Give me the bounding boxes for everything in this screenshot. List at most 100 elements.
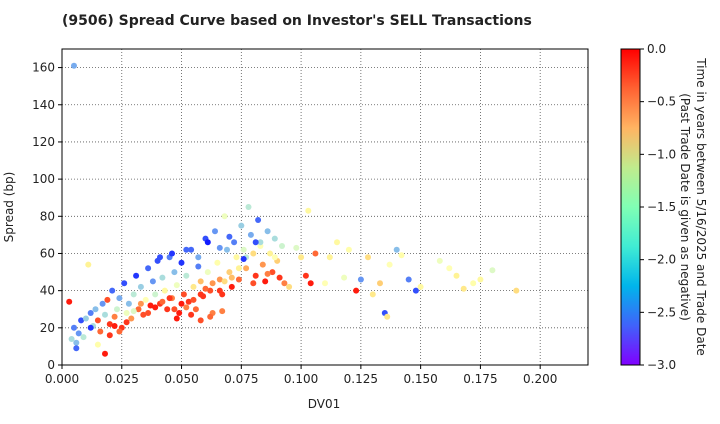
data-point bbox=[460, 285, 467, 292]
plot-area-frame bbox=[61, 48, 589, 366]
data-point bbox=[123, 310, 130, 316]
data-point bbox=[71, 62, 77, 69]
data-point bbox=[106, 332, 113, 339]
data-point bbox=[188, 246, 195, 253]
data-point bbox=[255, 217, 262, 223]
data-point bbox=[238, 222, 245, 229]
x-axis-label: DV01 bbox=[308, 397, 341, 411]
data-point bbox=[66, 298, 73, 305]
data-point bbox=[75, 330, 82, 337]
data-point bbox=[207, 287, 214, 294]
data-point bbox=[250, 250, 257, 257]
chart-title: (9506) Spread Curve based on Investor's … bbox=[62, 13, 532, 29]
y-tick-label: 60 bbox=[40, 246, 55, 260]
data-point bbox=[233, 254, 240, 261]
data-point bbox=[133, 272, 140, 279]
data-point bbox=[365, 254, 371, 261]
y-axis-ticks: 0 20 40 60 80 100 120 140 160 bbox=[32, 61, 62, 372]
x-tick-label: 0.200 bbox=[523, 372, 557, 386]
data-point bbox=[197, 291, 204, 298]
data-point bbox=[171, 269, 178, 276]
data-point bbox=[405, 276, 412, 283]
data-point bbox=[145, 265, 152, 272]
data-point bbox=[417, 283, 424, 290]
data-point bbox=[326, 254, 333, 261]
data-point bbox=[393, 246, 400, 253]
data-point bbox=[247, 231, 254, 238]
x-tick-label: 0.100 bbox=[284, 372, 318, 386]
data-point bbox=[228, 274, 235, 281]
colorbar-ticks: 0.0 −0.5 −1.0 −1.5 −2.0 −2.5 −3.0 bbox=[640, 42, 676, 372]
data-point bbox=[183, 272, 190, 279]
data-point bbox=[130, 308, 137, 315]
data-point bbox=[149, 278, 156, 285]
data-point bbox=[82, 315, 89, 322]
data-points bbox=[66, 62, 520, 357]
data-point bbox=[312, 250, 319, 257]
colorbar-tick-label: 0.0 bbox=[647, 42, 666, 56]
data-point bbox=[204, 269, 211, 276]
data-point bbox=[94, 317, 101, 324]
data-point bbox=[178, 259, 185, 266]
data-point bbox=[125, 300, 132, 307]
data-point bbox=[221, 278, 228, 285]
data-point bbox=[384, 313, 391, 320]
data-point bbox=[412, 287, 419, 294]
data-point bbox=[231, 239, 238, 246]
x-axis-ticks: 0.000 0.025 0.050 0.075 0.100 0.125 0.150 0.175… bbox=[45, 365, 557, 386]
data-point bbox=[322, 280, 328, 287]
data-point bbox=[157, 254, 163, 261]
x-tick-label: 0.125 bbox=[344, 372, 378, 386]
data-point bbox=[173, 282, 180, 289]
colorbar-label-line2: (Past Trade Date is given as negative) bbox=[678, 93, 692, 321]
data-point bbox=[176, 310, 183, 316]
y-tick-label: 160 bbox=[32, 61, 55, 75]
data-point bbox=[279, 243, 285, 249]
data-point bbox=[87, 310, 94, 316]
data-point bbox=[235, 265, 242, 272]
data-point bbox=[99, 300, 106, 307]
data-point bbox=[386, 261, 393, 268]
data-point bbox=[171, 306, 178, 313]
data-point bbox=[87, 324, 94, 331]
data-point bbox=[377, 280, 383, 287]
data-point bbox=[190, 296, 197, 303]
data-point bbox=[276, 274, 283, 281]
data-point bbox=[305, 207, 312, 214]
data-point bbox=[252, 239, 259, 246]
data-point bbox=[111, 323, 118, 329]
y-tick-label: 140 bbox=[32, 98, 55, 112]
data-point bbox=[190, 283, 197, 290]
data-point bbox=[216, 287, 223, 294]
data-point bbox=[183, 304, 190, 311]
data-point bbox=[140, 311, 147, 318]
data-point bbox=[152, 291, 159, 298]
data-point bbox=[161, 287, 168, 294]
data-point bbox=[73, 345, 80, 352]
data-point bbox=[202, 285, 209, 292]
data-point bbox=[97, 328, 104, 335]
data-point bbox=[73, 339, 80, 346]
data-point bbox=[102, 350, 108, 357]
data-point bbox=[164, 306, 171, 313]
data-point bbox=[357, 276, 364, 283]
colorbar-gradient bbox=[620, 48, 641, 366]
data-point bbox=[135, 306, 142, 313]
data-point bbox=[197, 278, 204, 285]
data-point bbox=[209, 280, 216, 287]
y-tick-label: 120 bbox=[32, 135, 55, 149]
data-point bbox=[224, 246, 230, 253]
data-point bbox=[204, 239, 211, 246]
data-point bbox=[298, 254, 305, 261]
data-point bbox=[147, 302, 154, 309]
data-point bbox=[453, 272, 460, 279]
data-point bbox=[183, 246, 190, 253]
x-tick-label: 0.075 bbox=[224, 372, 258, 386]
x-tick-label: 0.050 bbox=[164, 372, 198, 386]
data-point bbox=[178, 300, 185, 307]
colorbar-tick-label: −3.0 bbox=[647, 358, 676, 372]
data-point bbox=[109, 287, 116, 294]
data-point bbox=[307, 280, 314, 287]
data-point bbox=[293, 244, 300, 251]
data-point bbox=[436, 257, 443, 264]
